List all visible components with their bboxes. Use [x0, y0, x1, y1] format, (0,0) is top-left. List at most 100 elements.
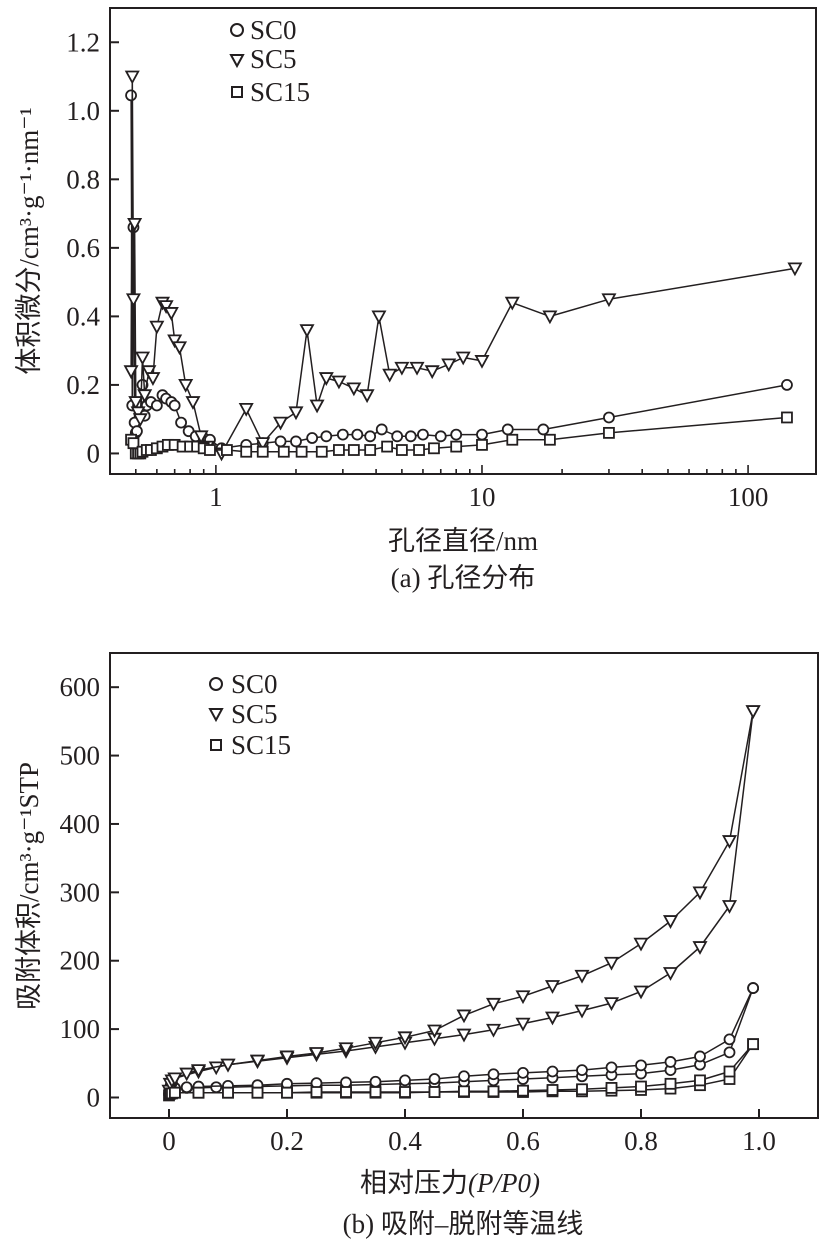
data-point-sc5 — [309, 399, 325, 414]
data-point-sc15-desorption — [546, 1084, 559, 1096]
data-point-sc5-desorption — [456, 1009, 472, 1024]
chart-caption: (b) 吸附–脱附等温线 — [343, 1209, 584, 1239]
data-point-sc5-adsorption — [515, 1017, 531, 1032]
data-point-sc15 — [450, 440, 463, 453]
data-point-sc5 — [135, 351, 151, 366]
data-point-sc5 — [185, 396, 201, 410]
data-point-sc0 — [603, 411, 615, 424]
legend-marker-sc0 — [230, 23, 244, 37]
data-point-sc5 — [145, 372, 161, 386]
data-point-sc0 — [150, 399, 163, 412]
data-point-sc0-desorption — [747, 982, 759, 994]
data-point-sc5 — [331, 375, 347, 390]
data-point-sc5-desorption — [279, 1050, 295, 1065]
data-point-sc0-desorption — [369, 1075, 382, 1088]
data-point-sc5-desorption — [745, 705, 761, 720]
data-point-sc5-adsorption — [662, 967, 679, 981]
data-point-sc0 — [274, 435, 287, 448]
series-line-sc5-desorption — [174, 710, 754, 1079]
y-tick-label: 0 — [87, 438, 101, 468]
data-point-sc5 — [178, 379, 194, 393]
data-point-sc5 — [424, 365, 440, 380]
x-tick-label: 0.8 — [624, 1126, 658, 1156]
data-point-sc15-desorption — [251, 1086, 264, 1099]
data-point-sc15-desorption — [281, 1086, 293, 1099]
data-point-sc15-desorption — [222, 1086, 234, 1099]
data-point-sc15-desorption — [694, 1074, 706, 1087]
legend-marker-sc15 — [231, 86, 243, 98]
data-point-sc5 — [474, 355, 490, 369]
data-point-sc5 — [299, 324, 315, 338]
x-tick-label: 100 — [728, 482, 769, 512]
data-point-sc15 — [381, 440, 394, 453]
data-point-sc0 — [476, 428, 488, 441]
data-point-sc5 — [288, 406, 304, 421]
data-point-sc5 — [124, 70, 140, 85]
y-tick-label: 0.8 — [66, 164, 100, 194]
data-point-sc5-desorption — [426, 1024, 443, 1039]
data-point-sc5-desorption — [338, 1042, 354, 1057]
y-tick-label: 400 — [60, 809, 101, 839]
data-point-sc5-desorption — [515, 990, 531, 1005]
data-point-sc0 — [290, 435, 302, 448]
data-point-sc15-desorption — [635, 1080, 647, 1093]
legend-label-sc5: SC5 — [250, 44, 297, 74]
legend-label-sc0: SC0 — [231, 669, 278, 699]
y-tick-label: 0.2 — [66, 370, 100, 400]
x-tick-label: 1.0 — [742, 1126, 776, 1156]
data-point-sc5 — [238, 402, 254, 417]
data-point-sc5-desorption — [367, 1036, 384, 1051]
legend-marker-sc5 — [229, 54, 245, 69]
data-point-sc5-adsorption — [574, 1004, 590, 1019]
data-point-sc0-desorption — [546, 1065, 559, 1078]
data-point-sc15 — [476, 438, 488, 451]
data-point-sc5 — [193, 430, 209, 445]
legend-label-sc15: SC15 — [231, 730, 291, 760]
data-point-sc5 — [127, 217, 143, 232]
data-point-sc15 — [506, 433, 519, 446]
data-point-sc0-desorption — [605, 1061, 618, 1074]
data-point-sc5-desorption — [485, 997, 502, 1012]
data-point-sc5 — [371, 310, 387, 325]
data-point-sc5 — [172, 341, 188, 356]
data-point-sc5 — [504, 296, 520, 311]
legend-label-sc5: SC5 — [231, 699, 278, 729]
data-point-sc0 — [306, 432, 319, 444]
data-point-sc0-desorption — [576, 1064, 588, 1077]
data-point-sc5-adsorption — [633, 985, 649, 1000]
data-point-sc5-desorption — [249, 1054, 266, 1069]
plot-frame — [109, 7, 817, 475]
data-point-sc5 — [382, 368, 398, 383]
data-point-sc5-desorption — [692, 886, 708, 901]
y-axis-label: 体积微分/cm³·g⁻¹·nm⁻¹ — [14, 107, 44, 374]
chart-caption: (a) 孔径分布 — [391, 563, 536, 593]
data-point-sc15 — [603, 426, 615, 439]
data-point-sc0 — [364, 430, 377, 443]
data-point-sc0 — [375, 423, 388, 436]
data-point-sc15 — [295, 445, 308, 458]
data-point-sc5-adsorption — [721, 900, 738, 914]
x-axis-label: 孔径直径/nm — [388, 526, 538, 556]
data-point-sc0 — [434, 430, 447, 443]
data-point-sc15 — [333, 444, 345, 456]
data-point-sc5 — [167, 334, 183, 349]
y-tick-label: 600 — [60, 672, 101, 702]
data-point-sc0-desorption — [458, 1070, 470, 1083]
y-tick-label: 500 — [60, 741, 101, 771]
data-point-sc15 — [277, 445, 290, 458]
data-point-sc0 — [537, 423, 550, 436]
y-tick-label: 0.6 — [66, 233, 100, 263]
data-point-sc5 — [542, 310, 558, 325]
data-point-sc0-desorption — [340, 1076, 352, 1089]
data-point-sc0 — [417, 428, 429, 441]
data-point-sc0-adsorption — [723, 1046, 736, 1059]
data-point-sc5-desorption — [190, 1064, 207, 1079]
data-point-sc0 — [125, 89, 137, 102]
data-point-sc0-desorption — [635, 1059, 647, 1072]
data-point-sc5 — [125, 293, 141, 308]
data-point-sc0-desorption — [428, 1073, 441, 1085]
legend-marker-sc15 — [210, 739, 222, 751]
data-point-sc5-desorption — [167, 1072, 183, 1087]
data-point-sc15 — [428, 442, 440, 455]
